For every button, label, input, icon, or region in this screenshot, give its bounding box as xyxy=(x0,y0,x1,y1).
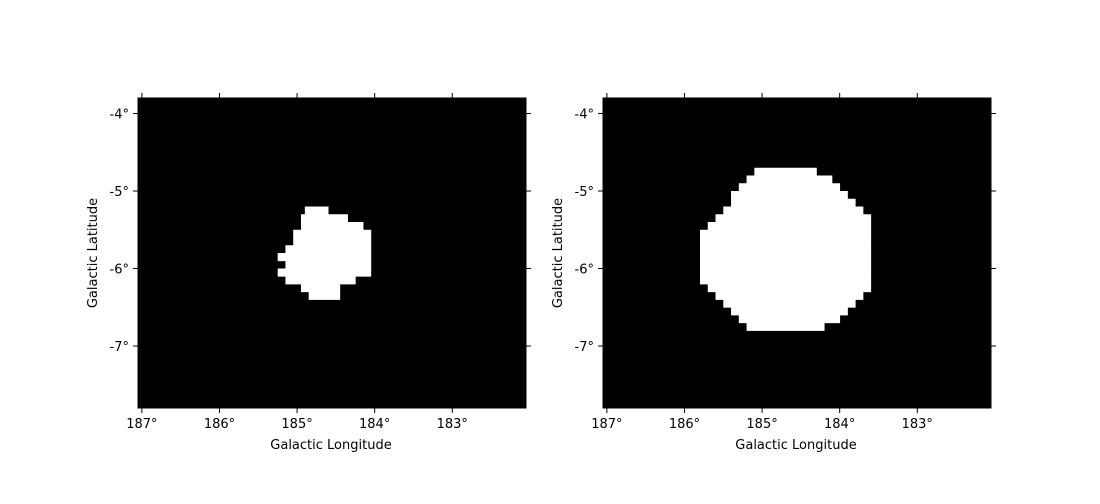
mask-pixel-row xyxy=(715,214,872,223)
mask-pixel-row xyxy=(300,222,364,231)
mask-pixel-row xyxy=(285,276,356,285)
mask-pixel-row xyxy=(746,175,833,184)
y-tick-label: -6° xyxy=(575,263,594,278)
y-tick-label: -4° xyxy=(110,108,129,123)
x-axis-label-left: Galactic Longitude xyxy=(270,438,391,453)
mask-pixel-row xyxy=(738,183,841,192)
mask-pixel-row xyxy=(300,214,348,223)
x-axis-label-right: Galactic Longitude xyxy=(735,438,856,453)
x-tick-label: 183° xyxy=(902,417,933,432)
x-tick-label: 187° xyxy=(126,417,157,432)
ticks-left: 187° 186° 185° 184° 183° -4° -5° -6° -7° xyxy=(110,93,531,432)
y-tick-label: -6° xyxy=(110,263,129,278)
mask-pixel-row xyxy=(700,260,872,269)
mask-pixel-row xyxy=(285,260,372,269)
mask-pixel-row xyxy=(731,191,848,200)
panel-right: 187° 186° 185° 184° 183° -4° -5° -6° -7° Galacti… xyxy=(551,93,996,453)
mask-pixel-row xyxy=(707,284,872,293)
mask-pixel-row xyxy=(308,291,341,300)
mask-pixel-row xyxy=(700,276,872,285)
x-tick-label: 184° xyxy=(824,417,855,432)
mask-pixel-row xyxy=(715,291,864,300)
mask-pixel-row xyxy=(723,299,856,308)
mask-pixel-row xyxy=(707,222,872,231)
mask-pixel-row xyxy=(731,307,848,316)
mask-pixel-row xyxy=(277,253,372,262)
y-tick-label: -5° xyxy=(575,185,594,200)
y-tick-label: -4° xyxy=(575,108,594,123)
y-axis-label-left: Galactic Latitude xyxy=(86,198,101,308)
axes-frame-right xyxy=(602,97,992,409)
y-axis-label-right: Galactic Latitude xyxy=(551,198,566,308)
mask-region-left xyxy=(277,206,372,300)
mask-region-right xyxy=(700,167,872,331)
mask-pixel-row xyxy=(285,245,372,254)
mask-pixel-row xyxy=(277,268,372,277)
y-tick-label: -7° xyxy=(575,340,594,355)
x-tick-label: 186° xyxy=(669,417,700,432)
x-tick-label: 185° xyxy=(746,417,777,432)
mask-pixel-row xyxy=(700,237,872,246)
mask-pixel-row xyxy=(738,315,841,324)
mask-pixel-row xyxy=(723,206,864,215)
mask-pixel-row xyxy=(304,206,329,215)
ticks-right: 187° 186° 185° 184° 183° -4° -5° -6° -7° xyxy=(575,93,996,432)
mask-pixel-row xyxy=(731,198,856,207)
mask-pixel-row xyxy=(700,253,872,262)
axes-frame-left xyxy=(137,97,527,409)
x-tick-label: 185° xyxy=(281,417,312,432)
x-tick-label: 184° xyxy=(359,417,390,432)
x-tick-label: 187° xyxy=(591,417,622,432)
y-tick-label: -5° xyxy=(110,185,129,200)
mask-pixel-row xyxy=(700,245,872,254)
mask-pixel-row xyxy=(754,167,817,176)
x-tick-label: 186° xyxy=(204,417,235,432)
x-tick-label: 183° xyxy=(437,417,468,432)
panel-left: 187° 186° 185° 184° 183° -4° -5° -6° -7° Galacti… xyxy=(86,93,531,453)
mask-pixel-row xyxy=(700,229,872,238)
y-tick-label: -7° xyxy=(110,340,129,355)
mask-pixel-row xyxy=(293,237,372,246)
mask-pixel-row xyxy=(746,322,825,331)
mask-pixel-row xyxy=(293,229,372,238)
mask-pixel-row xyxy=(700,268,872,277)
mask-pixel-row xyxy=(300,284,341,293)
